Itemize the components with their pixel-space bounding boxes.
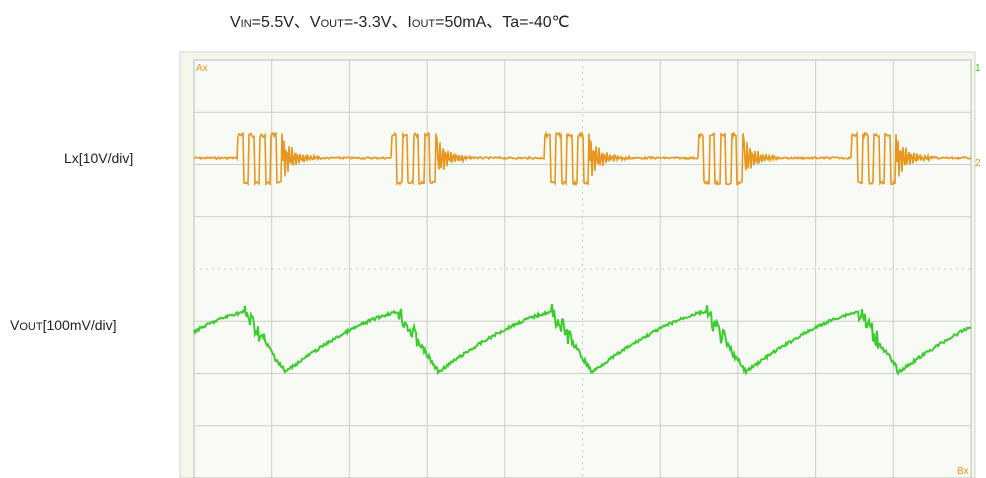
title-sub: OUT <box>412 18 436 30</box>
marker-1: 1 <box>975 63 981 74</box>
title-part: =50mA、Ta=-40℃ <box>435 14 569 31</box>
title-part: =5.5V、V <box>252 14 321 31</box>
cursor-a: Ax <box>196 63 208 74</box>
vout-label: VOUT[100mV/div] <box>10 317 117 333</box>
title: VIN=5.5V、VOUT=-3.3V、IOUT=50mA、Ta=-40℃ <box>230 14 570 31</box>
screenshot: VIN=5.5V、VOUT=-3.3V、IOUT=50mA、Ta=-40℃ Lx… <box>0 0 986 478</box>
lx-label: Lx[10V/div] <box>64 150 133 166</box>
label-sub: OUT <box>19 321 43 333</box>
title-part: =-3.3V、I <box>344 14 412 31</box>
title-sub: IN <box>241 18 252 30</box>
title-part: V <box>230 14 241 31</box>
label-part: [100mV/div] <box>43 317 117 333</box>
page: VIN=5.5V、VOUT=-3.3V、IOUT=50mA、Ta=-40℃ Lx… <box>0 0 986 478</box>
marker-2: 2 <box>975 158 981 169</box>
title-sub: OUT <box>321 18 345 30</box>
cursor-b: Bx <box>957 466 969 477</box>
